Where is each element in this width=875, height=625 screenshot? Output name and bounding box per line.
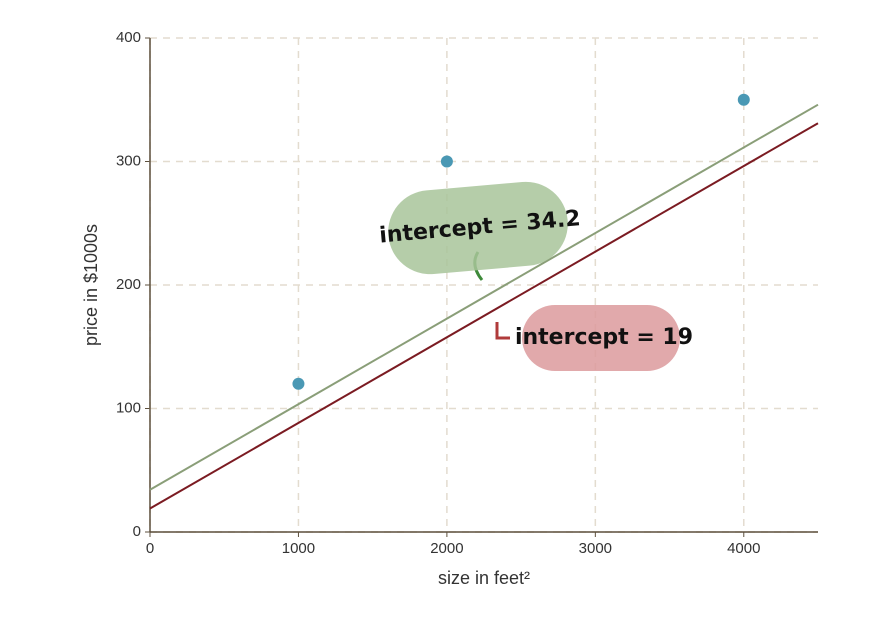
scribble bbox=[495, 322, 510, 340]
line bbox=[149, 122, 819, 510]
point bbox=[440, 155, 453, 168]
y-tick-label: 300 bbox=[116, 152, 141, 169]
y-tick-label: 200 bbox=[116, 276, 141, 293]
y-axis-title: price in $1000s bbox=[81, 224, 101, 346]
x-tick-label: 1000 bbox=[282, 540, 315, 557]
x-tick-label: 2000 bbox=[430, 540, 463, 557]
line bbox=[149, 103, 819, 491]
annotation-text: intercept = 19 bbox=[515, 325, 693, 350]
x-tick-label: 3000 bbox=[579, 540, 612, 557]
x-axis-title: size in feet² bbox=[438, 568, 530, 588]
y-tick-label: 100 bbox=[116, 399, 141, 416]
y-tick-label: 0 bbox=[133, 523, 141, 540]
point bbox=[737, 93, 750, 106]
annotation: intercept = 19 bbox=[515, 305, 693, 371]
point bbox=[292, 377, 305, 390]
y-tick-label: 400 bbox=[116, 29, 141, 46]
annotation: intercept = 34.2 bbox=[378, 181, 582, 275]
annotation-bubble bbox=[522, 305, 680, 371]
x-tick-label: 0 bbox=[146, 540, 154, 557]
annotation-bubble bbox=[388, 181, 568, 275]
x-tick-label: 4000 bbox=[727, 540, 760, 557]
